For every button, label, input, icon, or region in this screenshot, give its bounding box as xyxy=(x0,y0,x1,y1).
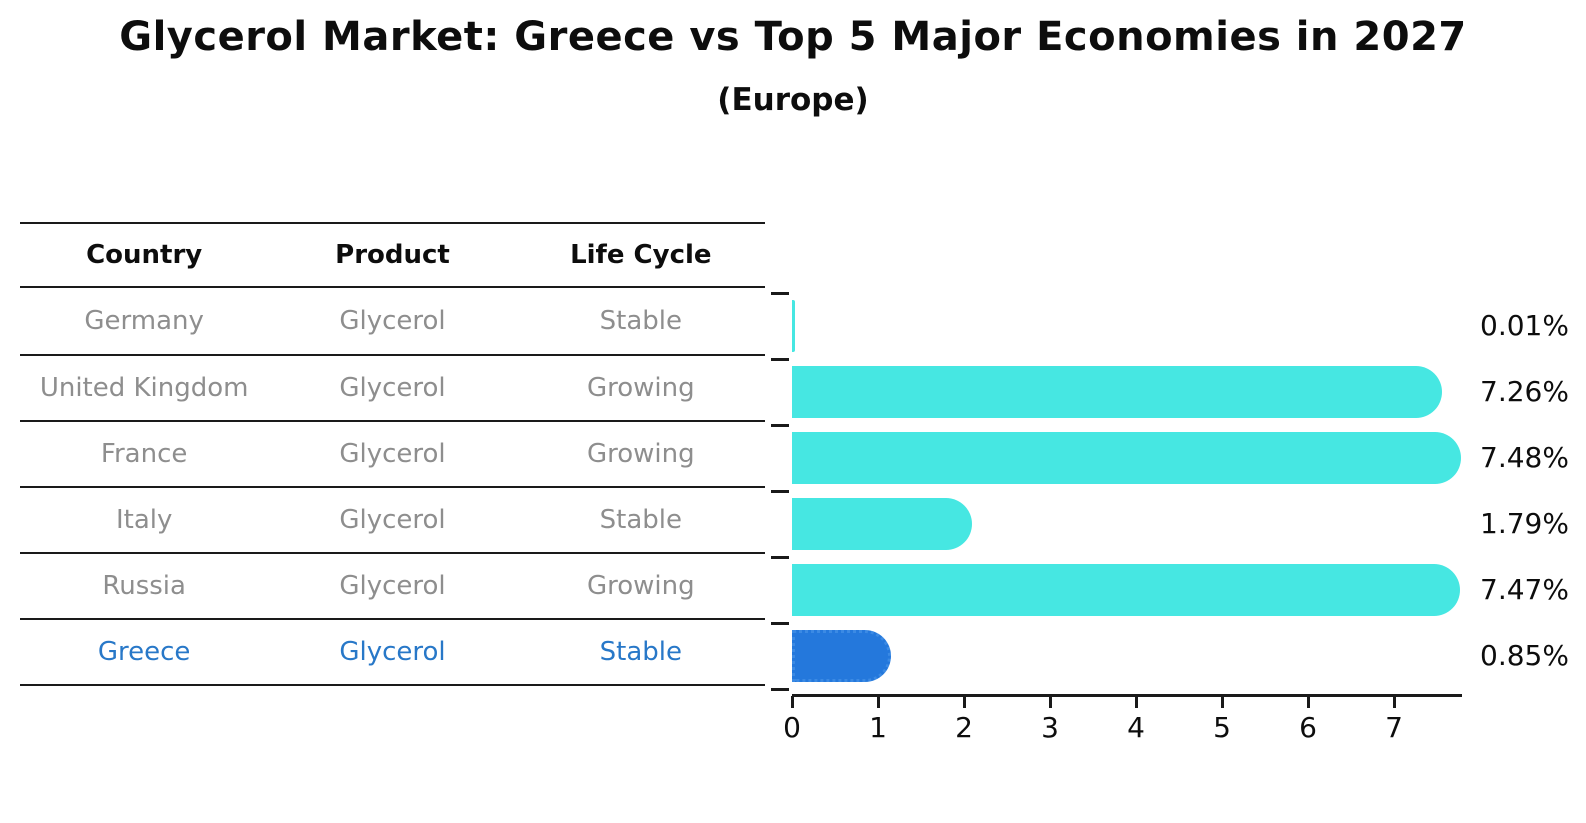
header-country: Country xyxy=(86,240,203,270)
value-label: 0.01% xyxy=(1480,309,1569,342)
country-cell: Italy xyxy=(115,505,173,535)
table-row: France Glycerol Growing xyxy=(20,420,765,486)
x-tick xyxy=(1307,696,1310,708)
table-row: Germany Glycerol Stable xyxy=(20,288,765,354)
x-tick-label: 5 xyxy=(1213,711,1231,744)
table-body: Germany Glycerol Stable United Kingdom Glyce… xyxy=(20,288,765,684)
life-cycle-cell: Stable xyxy=(599,306,682,336)
x-tick xyxy=(1393,696,1396,708)
y-tick xyxy=(771,622,789,625)
value-label: 7.48% xyxy=(1480,441,1569,474)
x-tick-label: 4 xyxy=(1127,711,1145,744)
y-tick xyxy=(771,688,789,691)
bar xyxy=(792,366,1443,418)
table-header-row: Country Product Life Cycle xyxy=(20,224,765,288)
bar xyxy=(792,564,1461,616)
table-row: Greece Glycerol Stable xyxy=(20,618,765,684)
table-row: United Kingdom Glycerol Growing xyxy=(20,354,765,420)
bar-highlight xyxy=(792,630,892,682)
y-tick xyxy=(771,424,789,427)
product-cell: Glycerol xyxy=(339,439,446,469)
x-tick xyxy=(1049,696,1052,708)
country-cell: Germany xyxy=(84,306,204,336)
x-tick-label: 1 xyxy=(869,711,887,744)
header-life-cycle: Life Cycle xyxy=(570,240,712,270)
country-cell: Russia xyxy=(102,571,186,601)
value-label: 1.79% xyxy=(1480,507,1569,540)
country-cell: Greece xyxy=(97,637,191,667)
chart-subtitle: (Europe) xyxy=(717,82,869,118)
product-cell: Glycerol xyxy=(339,373,446,403)
bar xyxy=(792,300,795,352)
bar xyxy=(792,498,972,550)
chart-title: Glycerol Market: Greece vs Top 5 Major E… xyxy=(119,14,1467,60)
x-tick-label: 2 xyxy=(955,711,973,744)
x-tick-label: 0 xyxy=(783,711,801,744)
x-tick-label: 7 xyxy=(1385,711,1403,744)
country-cell: United Kingdom xyxy=(39,373,249,403)
life-cycle-cell: Growing xyxy=(586,571,695,601)
y-tick xyxy=(771,490,789,493)
product-cell: Glycerol xyxy=(339,571,446,601)
product-cell: Glycerol xyxy=(339,637,446,667)
life-cycle-cell: Growing xyxy=(586,373,695,403)
x-tick xyxy=(963,696,966,708)
table-row: Italy Glycerol Stable xyxy=(20,486,765,552)
y-tick xyxy=(771,358,789,361)
product-cell: Glycerol xyxy=(339,306,446,336)
x-tick-label: 6 xyxy=(1299,711,1317,744)
x-axis-line xyxy=(792,694,1462,697)
value-label: 7.47% xyxy=(1480,573,1569,606)
header-product: Product xyxy=(335,240,450,270)
bar xyxy=(792,432,1462,484)
table-row: Russia Glycerol Growing xyxy=(20,552,765,618)
x-tick xyxy=(1135,696,1138,708)
x-tick-label: 3 xyxy=(1041,711,1059,744)
x-tick xyxy=(1221,696,1224,708)
country-table: Country Product Life Cycle Germany Glycer… xyxy=(20,222,765,686)
x-tick xyxy=(791,696,794,708)
value-label: 0.85% xyxy=(1480,639,1569,672)
y-tick xyxy=(771,556,789,559)
y-tick xyxy=(771,292,789,295)
country-cell: France xyxy=(100,439,188,469)
bar-chart-plot: 0 1 2 3 4 5 6 7 0.01% 7.26% 7.48% 1.79% 7.47% 0.85% xyxy=(771,292,1569,744)
x-tick xyxy=(877,696,880,708)
product-cell: Glycerol xyxy=(339,505,446,535)
value-label: 7.26% xyxy=(1480,375,1569,408)
life-cycle-cell: Stable xyxy=(599,505,682,535)
life-cycle-cell: Stable xyxy=(599,637,682,667)
life-cycle-cell: Growing xyxy=(586,439,695,469)
